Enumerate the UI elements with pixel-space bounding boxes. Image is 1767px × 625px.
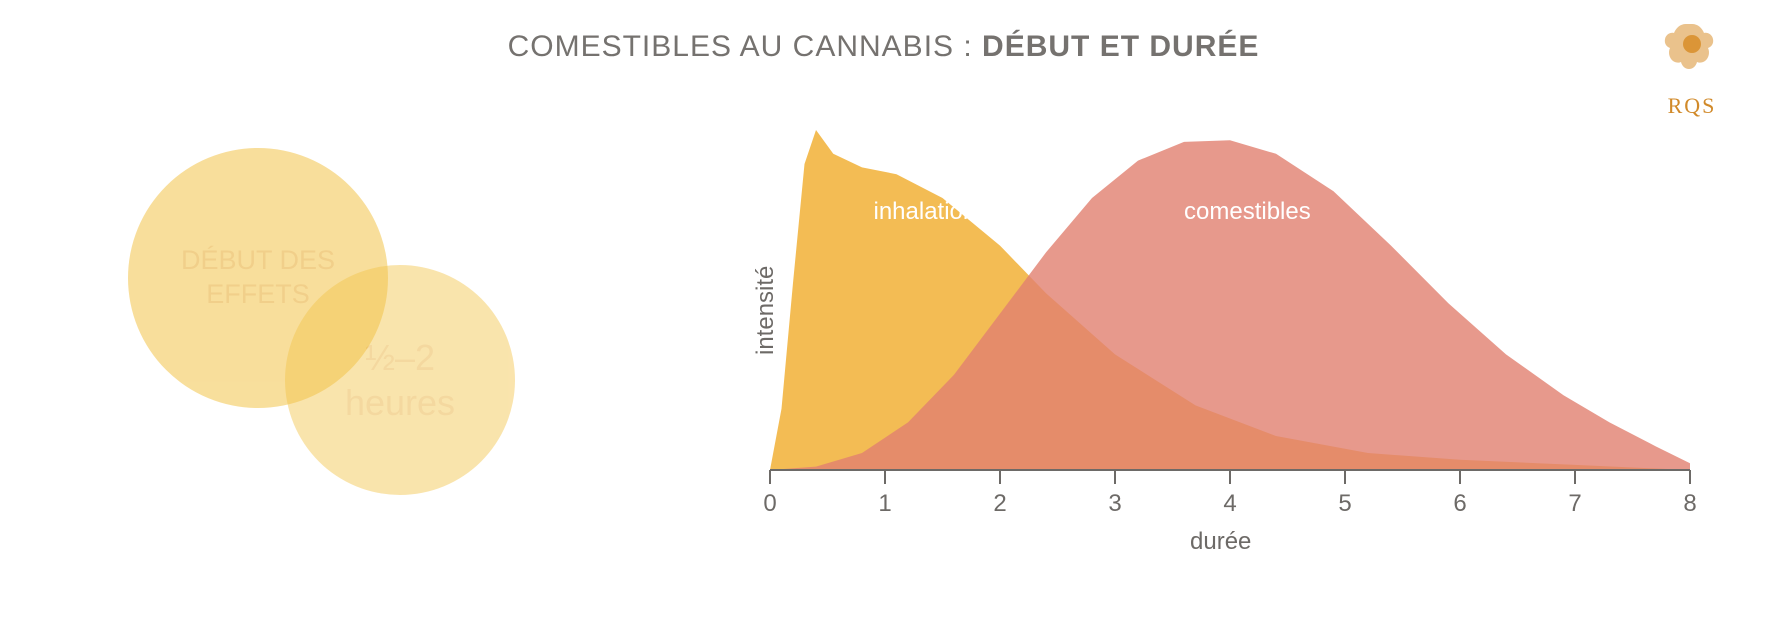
x-tick-label: 8 — [1670, 490, 1710, 518]
comestibles-series-label: comestibles — [1184, 198, 1311, 226]
duration-circle: ½–2 heures — [285, 265, 515, 495]
x-tick-label: 0 — [750, 490, 790, 518]
duration-label: ½–2 heures — [345, 335, 455, 425]
x-tick-label: 3 — [1095, 490, 1135, 518]
inhalation-series-label: inhalation — [874, 198, 977, 226]
x-tick-label: 7 — [1555, 490, 1595, 518]
lion-icon — [1657, 18, 1727, 88]
x-tick-label: 1 — [865, 490, 905, 518]
duration-label-line2: heures — [345, 380, 455, 425]
page-title: COMESTIBLES AU CANNABIS : DÉBUT ET DURÉE — [0, 30, 1767, 64]
x-tick-label: 4 — [1210, 490, 1250, 518]
x-tick-label: 5 — [1325, 490, 1365, 518]
x-axis — [770, 470, 1690, 484]
y-axis-label: intensité — [752, 266, 780, 355]
title-prefix: COMESTIBLES AU CANNABIS : — [508, 30, 982, 63]
onset-label-line1: DÉBUT DES — [181, 244, 335, 278]
intensity-chart — [770, 130, 1690, 500]
x-tick-label: 6 — [1440, 490, 1480, 518]
brand-text: RQS — [1657, 93, 1727, 119]
title-bold: DÉBUT ET DURÉE — [982, 30, 1259, 63]
infographic-canvas: { "title": { "prefix": "COMESTIBLES AU C… — [0, 0, 1767, 625]
x-tick-label: 2 — [980, 490, 1020, 518]
onset-label: DÉBUT DES EFFETS — [181, 244, 335, 312]
x-axis-label: durée — [1190, 528, 1251, 556]
brand-logo: RQS — [1657, 18, 1727, 119]
duration-label-line1: ½–2 — [345, 335, 455, 380]
